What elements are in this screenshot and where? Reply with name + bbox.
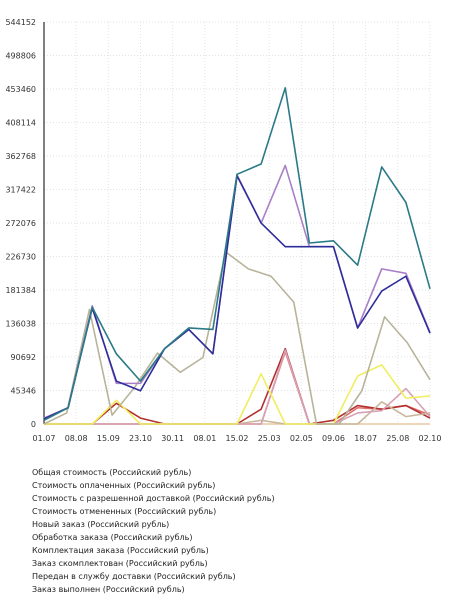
x-tick-label: 15.02 — [226, 434, 249, 443]
y-tick-label: 317422 — [5, 186, 36, 195]
x-tick-label: 09.06 — [322, 434, 345, 443]
series-line — [44, 350, 431, 425]
y-tick-label: 362768 — [5, 152, 36, 161]
y-tick-label: 226730 — [5, 253, 36, 262]
series-line — [43, 87, 431, 422]
y-tick-label: 498806 — [5, 52, 36, 61]
legend-entry: Заказ скомплектован (Российский рубль) — [32, 559, 208, 568]
legend-entry: Обработка заказа (Российский рубль) — [32, 533, 192, 542]
y-tick-label: 544152 — [5, 18, 36, 27]
x-tick-label: 23.10 — [129, 434, 152, 443]
y-tick-label: 181384 — [5, 286, 36, 295]
series-line — [44, 364, 431, 425]
x-tick-label: 02.05 — [290, 434, 313, 443]
legend-entry: Комплектация заказа (Российский рубль) — [32, 546, 209, 555]
legend-entry: Новый заказ (Российский рубль) — [32, 520, 169, 529]
x-tick-label: 08.01 — [193, 434, 216, 443]
y-axis-tick-labels: 0 45346 90692 136038 181384 226730 272076 31742… — [5, 18, 36, 429]
grid — [43, 21, 431, 425]
x-tick-label: 02.10 — [419, 434, 442, 443]
x-tick-label: 25.08 — [386, 434, 409, 443]
legend-entry: Заказ выполнен (Российский рубль) — [32, 585, 185, 594]
y-tick-label: 453460 — [5, 85, 36, 94]
x-tick-label: 18.07 — [354, 434, 377, 443]
series-line — [43, 251, 431, 425]
legend-entry: Передан в службу доставки (Российский ру… — [32, 572, 236, 581]
x-tick-label: 08.08 — [65, 434, 88, 443]
y-tick-label: 0 — [31, 420, 36, 429]
y-tick-label: 408114 — [5, 119, 36, 128]
legend-entry: Стоимость с разрешенной доставкой (Росси… — [32, 494, 275, 503]
legend-entry: Стоимость оплаченных (Российский рубль) — [32, 481, 215, 490]
x-tick-label: 25.03 — [258, 434, 281, 443]
legend-entry: Общая стоимость (Российский рубль) — [32, 468, 191, 477]
x-tick-label: 30.11 — [161, 434, 184, 443]
y-tick-label: 136038 — [5, 320, 36, 329]
y-tick-label: 45346 — [11, 387, 36, 396]
y-tick-label: 272076 — [5, 219, 36, 228]
series-lines — [43, 87, 431, 425]
x-tick-label: 15.09 — [97, 434, 120, 443]
legend: Общая стоимость (Российский рубль) Стоимо… — [32, 468, 275, 594]
x-axis-tick-labels: 01.07 08.08 15.09 23.10 30.11 08.01 15.02 25.03… — [33, 434, 442, 443]
legend-entry: Стоимость отмененных (Российский рубль) — [32, 507, 216, 516]
x-tick-label: 01.07 — [33, 434, 56, 443]
y-tick-label: 90692 — [11, 353, 36, 362]
